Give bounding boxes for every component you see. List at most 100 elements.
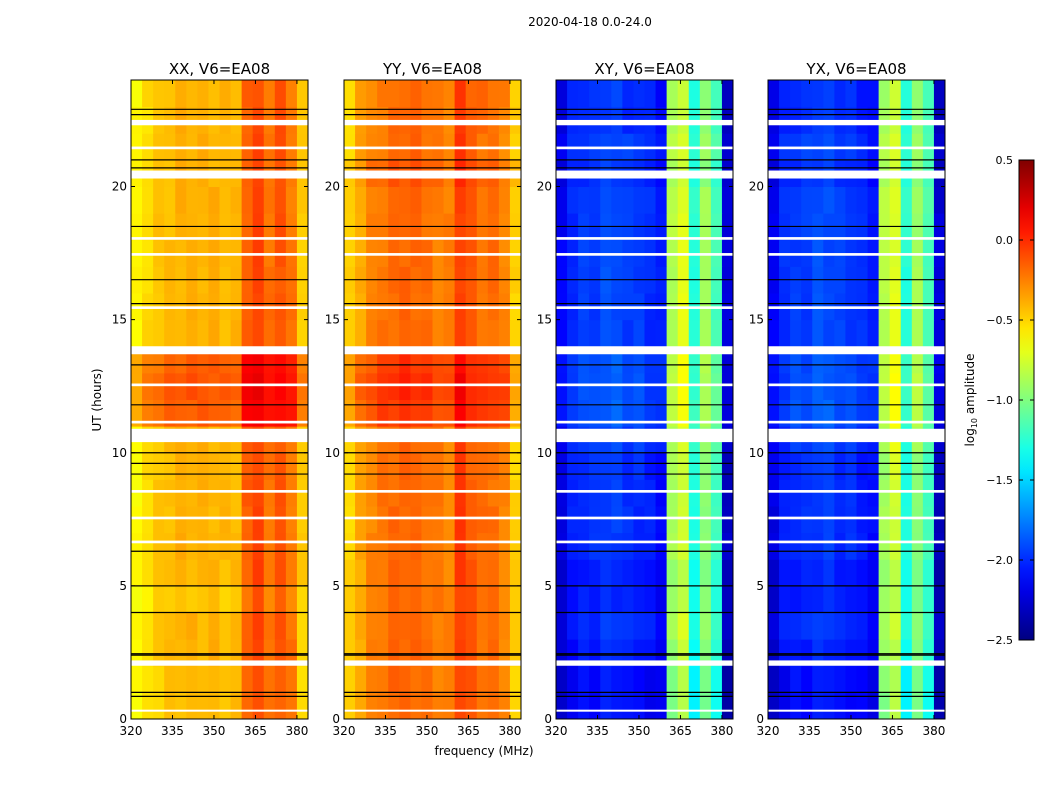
- heatmap-cell: [509, 452, 522, 480]
- heatmap-cell: [208, 585, 220, 613]
- heatmap-cell: [922, 186, 935, 214]
- heatmap-cell: [465, 612, 478, 640]
- heatmap-cell: [900, 372, 913, 400]
- heatmap-cell: [252, 612, 265, 640]
- heatmap-cell: [677, 665, 690, 693]
- heatmap-cell: [589, 692, 601, 720]
- heatmap-cell: [578, 665, 590, 693]
- heatmap-cell: [186, 372, 198, 400]
- heatmap-cell: [399, 585, 411, 613]
- heatmap-cell: [666, 479, 679, 507]
- heatmap-cell: [432, 559, 445, 587]
- heatmap-cell: [790, 639, 802, 667]
- heatmap-cell: [164, 80, 176, 108]
- flagged-band: [768, 383, 945, 387]
- heatmap-cell: [219, 479, 232, 507]
- heatmap-cell: [476, 639, 489, 667]
- heatmap-cell: [589, 372, 601, 400]
- heatmap-cell: [666, 80, 679, 108]
- y-tick-label: 5: [756, 579, 764, 593]
- heatmap-cell: [900, 532, 913, 560]
- heatmap-cell: [567, 665, 579, 693]
- heatmap-cell: [856, 506, 869, 534]
- heatmap-cell: [263, 372, 276, 400]
- heatmap-cell: [142, 319, 154, 347]
- heatmap-cell: [933, 452, 946, 480]
- heatmap-cell: [721, 532, 734, 560]
- heatmap-cell: [366, 452, 378, 480]
- heatmap-cell: [487, 585, 500, 613]
- heatmap-cell: [688, 372, 701, 400]
- heatmap-cell: [710, 639, 723, 667]
- heatmap-cell: [801, 452, 813, 480]
- heatmap-cell: [296, 346, 309, 374]
- heatmap-cell: [131, 319, 143, 347]
- heatmap-cell: [600, 612, 612, 640]
- heatmap-cell: [197, 692, 209, 720]
- heatmap-cell: [498, 479, 511, 507]
- y-tick-label: 15: [325, 313, 340, 327]
- heatmap-cell: [252, 319, 265, 347]
- heatmap-cell: [476, 479, 489, 507]
- heatmap-cell: [655, 346, 668, 374]
- heatmap-cell: [164, 506, 176, 534]
- heatmap-cell: [933, 479, 946, 507]
- heatmap-cell: [377, 639, 389, 667]
- heatmap-cell: [856, 80, 869, 108]
- heatmap-cell: [487, 452, 500, 480]
- heatmap-cell: [801, 639, 813, 667]
- heatmap-cell: [779, 80, 791, 108]
- flagged-band: [131, 253, 308, 256]
- heatmap-cell: [622, 399, 634, 427]
- colorbar-label-rest: amplitude: [963, 354, 977, 418]
- heatmap-cell: [153, 399, 165, 427]
- heatmap-cell: [556, 319, 568, 347]
- heatmap-cell: [443, 372, 456, 400]
- heatmap-cell: [911, 532, 924, 560]
- heatmap-cell: [644, 692, 657, 720]
- heatmap-cell: [644, 559, 657, 587]
- heatmap-cell: [465, 80, 478, 108]
- heatmap-cell: [589, 80, 601, 108]
- heatmap-cell: [644, 319, 657, 347]
- heatmap-cell: [867, 372, 880, 400]
- heatmap-cell: [399, 639, 411, 667]
- heatmap-cell: [556, 532, 568, 560]
- heatmap-cell: [274, 639, 287, 667]
- heatmap-cell: [296, 532, 309, 560]
- heatmap-cell: [567, 479, 579, 507]
- y-tick-label: 10: [325, 446, 340, 460]
- heatmap-cell: [153, 532, 165, 560]
- heatmap-cell: [710, 532, 723, 560]
- heatmap-cell: [567, 532, 579, 560]
- flagged-band: [556, 540, 733, 544]
- heatmap-cell: [454, 399, 467, 427]
- heatmap-cell: [241, 692, 254, 720]
- heatmap-cell: [296, 80, 309, 108]
- heatmap-cell: [567, 399, 579, 427]
- heatmap-cell: [768, 80, 780, 108]
- heatmap-cell: [666, 665, 679, 693]
- flagged-band: [556, 383, 733, 387]
- flagged-band: [344, 237, 521, 240]
- heatmap-cell: [933, 506, 946, 534]
- y-tick-label: 10: [749, 446, 764, 460]
- heatmap-cell: [153, 319, 165, 347]
- heatmap-cell: [399, 452, 411, 480]
- heatmap-cell: [834, 319, 846, 347]
- heatmap-cell: [911, 639, 924, 667]
- y-tick-label: 10: [537, 446, 552, 460]
- heatmap-cell: [721, 186, 734, 214]
- axes-frame: [130, 79, 309, 720]
- heatmap-cell: [186, 319, 198, 347]
- heatmap-cell: [567, 80, 579, 108]
- heatmap-cell: [768, 319, 780, 347]
- heatmap-cell: [779, 399, 791, 427]
- heatmap-cell: [355, 639, 367, 667]
- heatmap-cell: [666, 346, 679, 374]
- heatmap-cell: [889, 452, 902, 480]
- heatmap-cell: [845, 506, 857, 534]
- heatmap-cell: [175, 186, 187, 214]
- heatmap-cell: [241, 346, 254, 374]
- heatmap-cell: [911, 559, 924, 587]
